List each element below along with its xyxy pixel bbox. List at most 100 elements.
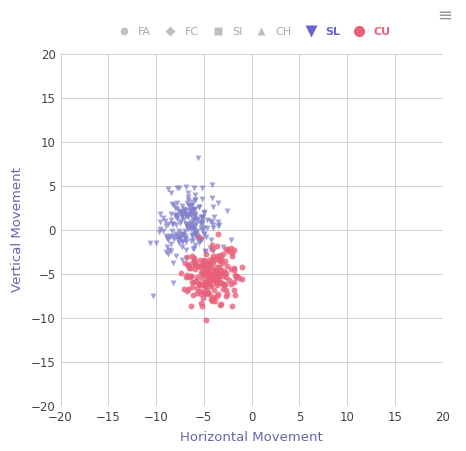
Point xyxy=(217,302,224,309)
Point xyxy=(146,239,153,247)
Point xyxy=(212,266,219,273)
Point xyxy=(214,272,222,279)
Point xyxy=(219,244,227,251)
Point xyxy=(200,210,208,217)
Point xyxy=(195,281,203,288)
Point xyxy=(187,273,195,280)
Point xyxy=(208,297,215,304)
Point xyxy=(170,259,177,267)
Point xyxy=(221,281,228,288)
Point xyxy=(185,189,192,196)
Point xyxy=(232,271,239,278)
Point xyxy=(208,241,215,249)
Point xyxy=(187,221,195,228)
Point xyxy=(211,287,218,294)
Point xyxy=(193,216,201,223)
Point xyxy=(189,258,197,265)
Point xyxy=(175,228,182,235)
Point xyxy=(198,215,206,222)
Point xyxy=(187,272,195,280)
Point xyxy=(194,233,201,240)
Point xyxy=(223,263,231,270)
Point xyxy=(177,208,185,215)
Point xyxy=(188,303,195,310)
X-axis label: Horizontal Movement: Horizontal Movement xyxy=(180,431,323,444)
Point xyxy=(185,262,192,269)
Point xyxy=(193,216,200,223)
Point xyxy=(179,212,186,219)
Point xyxy=(231,247,238,254)
Point xyxy=(199,288,206,295)
Point xyxy=(210,256,218,263)
Point xyxy=(184,254,191,261)
Point xyxy=(172,230,179,238)
Point xyxy=(186,208,193,215)
Point xyxy=(212,278,219,285)
Point xyxy=(191,266,199,273)
Point xyxy=(175,239,182,247)
Point xyxy=(185,193,192,201)
Point xyxy=(183,222,191,230)
Point xyxy=(176,184,183,192)
Point xyxy=(201,208,208,216)
Point xyxy=(209,271,217,278)
Point xyxy=(189,245,197,253)
Point xyxy=(227,236,235,244)
Point xyxy=(204,266,212,273)
Point xyxy=(220,251,227,258)
Point xyxy=(207,273,214,281)
Point xyxy=(202,279,210,286)
Point xyxy=(213,252,220,259)
Point xyxy=(169,279,176,286)
Point xyxy=(206,218,213,225)
Point xyxy=(186,273,193,281)
Point xyxy=(190,230,197,238)
Point xyxy=(215,199,222,207)
Point xyxy=(204,271,212,278)
Point xyxy=(199,262,207,269)
Point xyxy=(218,254,225,261)
Point xyxy=(233,273,240,281)
Point xyxy=(212,279,220,286)
Point xyxy=(212,273,219,280)
Point xyxy=(210,275,217,282)
Point xyxy=(209,294,216,301)
Point xyxy=(221,257,229,264)
Point xyxy=(167,190,174,197)
Point xyxy=(193,262,201,269)
Point xyxy=(201,290,208,298)
Point xyxy=(222,286,230,294)
Point xyxy=(173,211,181,218)
Point xyxy=(172,212,179,219)
Point xyxy=(198,269,205,276)
Point xyxy=(194,154,202,161)
Point xyxy=(204,259,212,266)
Point xyxy=(189,231,196,238)
Point xyxy=(187,224,194,231)
Point xyxy=(231,291,239,299)
Point xyxy=(181,207,188,214)
Point xyxy=(202,251,210,258)
Point xyxy=(213,293,220,300)
Point xyxy=(218,266,225,273)
Point xyxy=(197,224,205,231)
Point xyxy=(224,247,232,254)
Point xyxy=(231,279,238,286)
Point xyxy=(216,269,223,276)
Point xyxy=(235,275,242,282)
Point xyxy=(213,254,220,262)
Point xyxy=(184,285,191,293)
Point xyxy=(178,244,185,251)
Point xyxy=(168,200,176,207)
Point xyxy=(178,217,185,224)
Point xyxy=(156,219,163,226)
Point xyxy=(206,244,214,251)
Point xyxy=(201,262,209,269)
Point xyxy=(205,276,212,283)
Point xyxy=(192,262,199,269)
Point xyxy=(238,275,245,282)
Point xyxy=(181,207,189,214)
Point xyxy=(171,213,178,220)
Point xyxy=(200,230,207,238)
Point xyxy=(172,252,180,259)
